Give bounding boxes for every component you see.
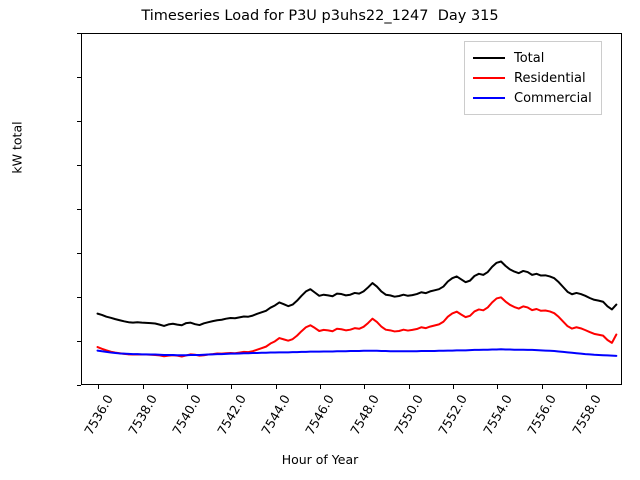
y-tick-mark	[77, 296, 81, 298]
x-tick-mark	[98, 385, 100, 389]
x-tick-mark	[452, 385, 455, 389]
legend-label: Total	[514, 50, 545, 66]
legend-swatch-icon	[473, 57, 505, 59]
x-tick-mark	[186, 385, 189, 389]
series-canvas	[96, 260, 618, 358]
x-tick-mark	[497, 385, 499, 389]
y-tick-mark	[77, 164, 81, 166]
x-tick-mark	[319, 385, 322, 389]
chart-legend: Total Residential Commercial	[464, 41, 602, 115]
legend-entry: Commercial	[473, 88, 592, 108]
y-tick-mark	[77, 32, 81, 34]
x-axis-label: Hour of Year	[281, 452, 359, 467]
x-tick-label: 7550.0	[391, 392, 427, 438]
x-tick-mark	[275, 385, 277, 389]
y-tick-mark	[77, 120, 81, 122]
x-tick-label: 7552.0	[435, 392, 471, 438]
series-line	[96, 260, 618, 327]
x-tick-label: 7558.0	[568, 392, 604, 438]
x-tick-mark	[408, 385, 410, 389]
legend-label: Commercial	[514, 90, 592, 106]
x-tick-label: 7540.0	[169, 392, 205, 438]
x-tick-mark	[541, 385, 543, 389]
series-line	[96, 348, 618, 357]
y-axis-label: kW total	[9, 121, 25, 174]
x-tick-label: 7548.0	[346, 392, 382, 438]
series-line	[96, 296, 618, 358]
x-tick-label: 7542.0	[213, 392, 249, 438]
x-tick-mark	[231, 385, 233, 389]
y-tick-mark	[77, 384, 81, 386]
legend-swatch-icon	[473, 97, 505, 99]
legend-swatch-icon	[473, 77, 505, 79]
x-tick-mark	[586, 385, 588, 389]
x-tick-label: 7536.0	[80, 392, 116, 438]
x-tick-label: 7546.0	[302, 392, 338, 438]
legend-label: Residential	[514, 70, 586, 86]
x-tick-label: 7554.0	[479, 392, 515, 438]
y-tick-mark	[77, 252, 81, 254]
legend-entry: Total	[473, 48, 592, 68]
legend-entry: Residential	[473, 68, 592, 88]
y-tick-mark	[77, 340, 81, 342]
x-tick-label: 7544.0	[258, 392, 294, 438]
chart-title: Timeseries Load for P3U p3uhs22_1247 Day…	[141, 8, 499, 24]
x-tick-mark	[142, 385, 144, 389]
x-tick-mark	[364, 385, 366, 389]
y-tick-mark	[77, 76, 81, 78]
x-tick-label: 7538.0	[125, 392, 161, 438]
x-tick-label: 7556.0	[524, 392, 560, 438]
y-tick-mark	[77, 208, 81, 210]
